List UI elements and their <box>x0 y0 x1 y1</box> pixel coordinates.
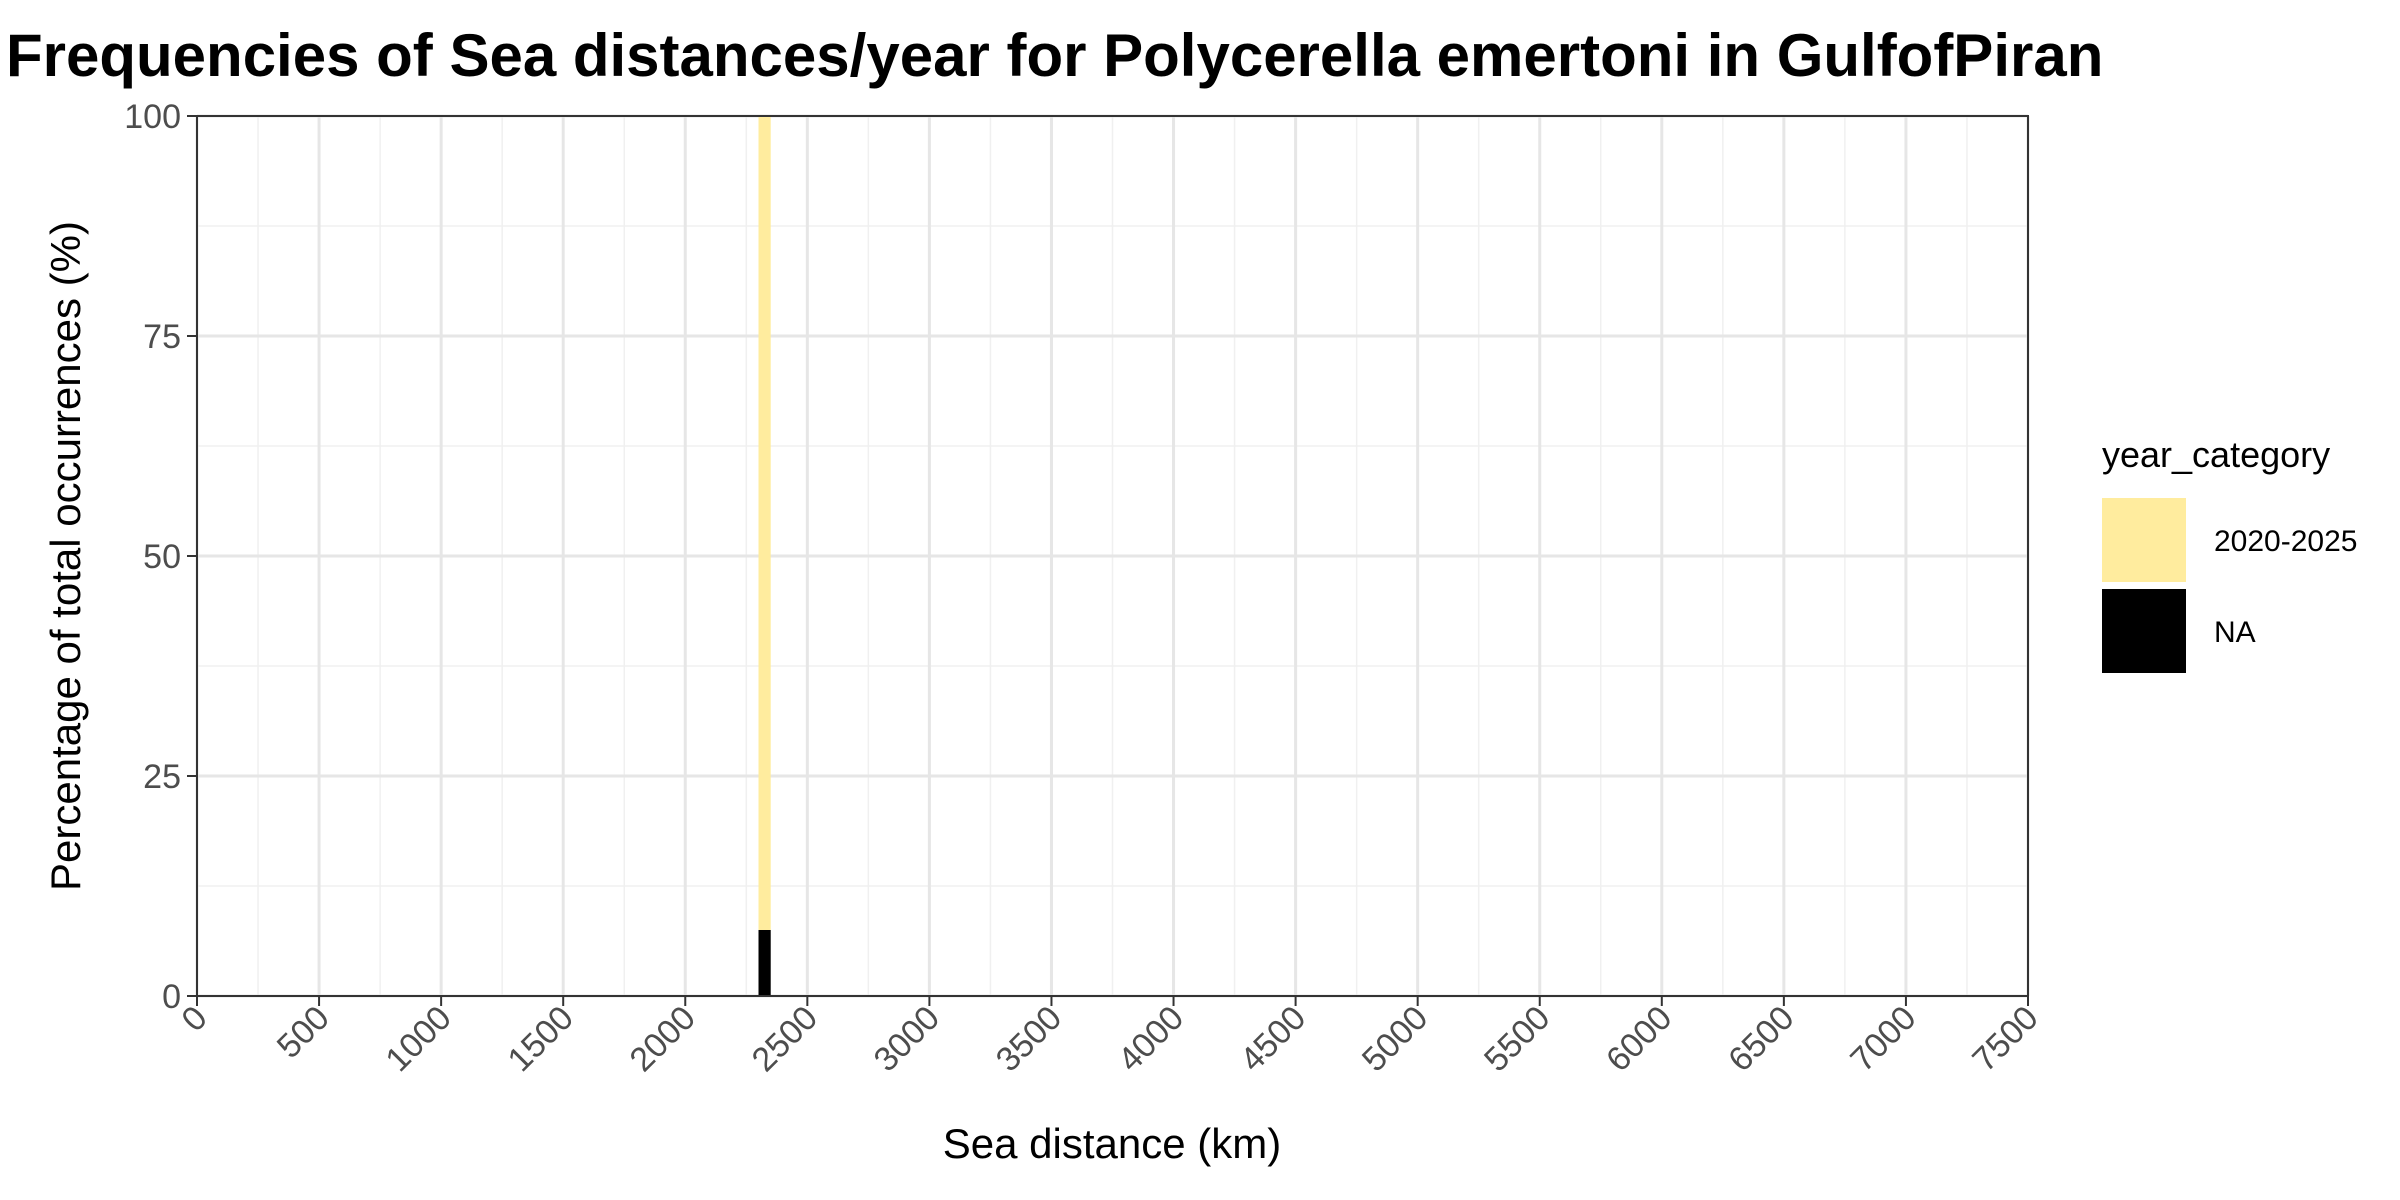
x-tick-label: 4000 <box>1111 999 1191 1079</box>
legend-label: 2020-2025 <box>2214 525 2357 558</box>
bar-segment-2020-2025 <box>758 116 771 930</box>
x-tick-label: 1500 <box>501 999 581 1079</box>
x-tick-label: 4500 <box>1233 999 1313 1079</box>
x-tick-label: 2000 <box>623 999 703 1079</box>
x-tick-label: 5500 <box>1477 999 1557 1079</box>
legend-title: year_category <box>2102 434 2330 475</box>
x-axis-title: Sea distance (km) <box>943 1120 1281 1167</box>
x-tick-label: 1000 <box>378 999 458 1079</box>
y-tick-label: 100 <box>124 98 181 136</box>
y-tick-label: 0 <box>162 978 181 1016</box>
x-tick-label: 7500 <box>1965 999 2045 1079</box>
x-tick-label: 500 <box>270 999 337 1066</box>
legend-label: NA <box>2214 616 2256 649</box>
chart-title: Frequencies of Sea distances/year for Po… <box>6 22 2103 89</box>
x-tick-label: 3000 <box>867 999 947 1079</box>
y-axis-title: Percentage of total occurrences (%) <box>42 221 89 891</box>
y-tick-label: 25 <box>143 758 181 796</box>
legend-key <box>2102 498 2186 582</box>
x-tick-label: 5000 <box>1355 999 1435 1079</box>
x-tick-label: 2500 <box>745 999 825 1079</box>
y-axis: 0 25 50 75 100 <box>124 98 197 1016</box>
legend: year_category 2020-2025 NA <box>2102 434 2357 673</box>
x-tick-label: 6500 <box>1721 999 1801 1079</box>
y-tick-label: 75 <box>143 318 181 356</box>
x-tick-label: 7000 <box>1843 999 1923 1079</box>
x-tick-label: 3500 <box>989 999 1069 1079</box>
x-axis: 0 500 1000 1500 2000 2500 3000 3500 4000 4500 5000… <box>174 996 2046 1079</box>
y-tick-label: 50 <box>143 538 181 576</box>
legend-key <box>2102 589 2186 673</box>
x-tick-label: 6000 <box>1599 999 1679 1079</box>
x-tick-label: 0 <box>174 999 214 1039</box>
bar-segment-na <box>758 930 771 996</box>
bars <box>758 116 771 996</box>
